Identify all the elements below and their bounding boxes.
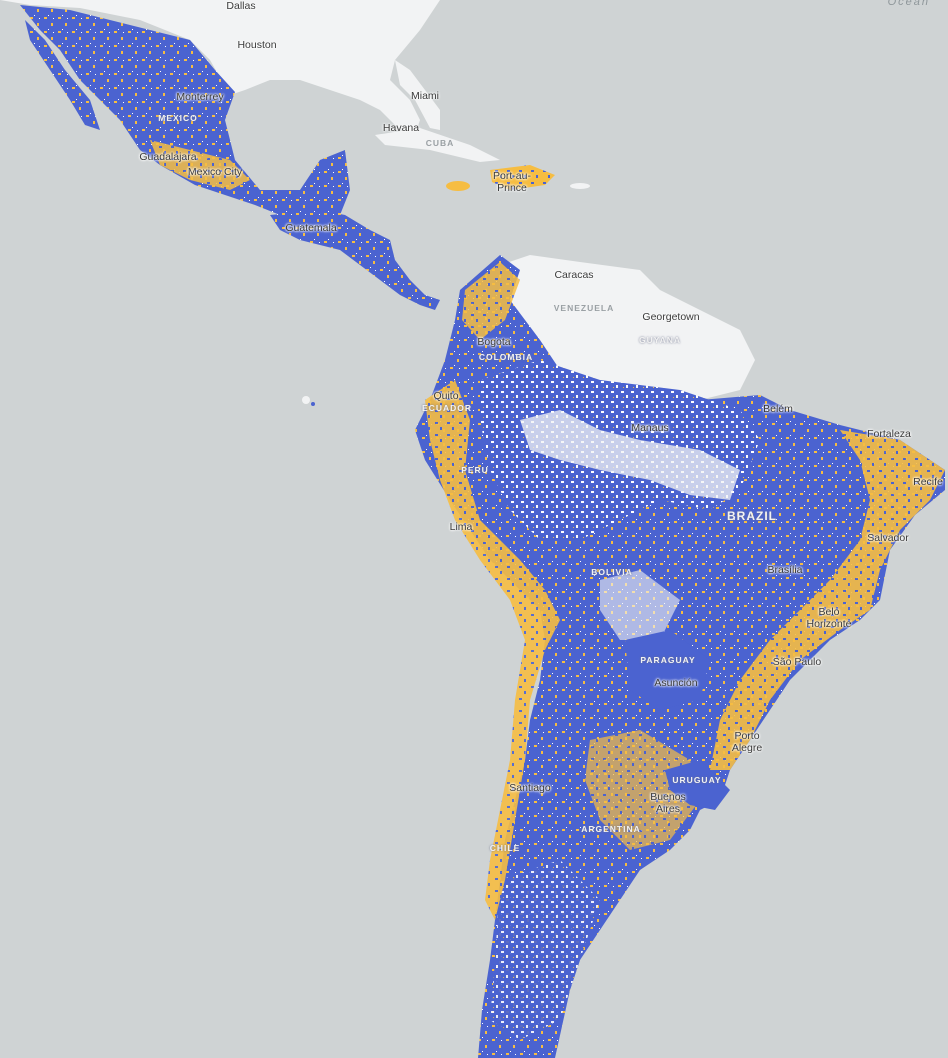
florida — [395, 60, 440, 130]
country-label-venezuela: VENEZUELA — [553, 303, 615, 313]
country-label-chile: CHILE — [489, 843, 521, 853]
andes-yellow — [425, 380, 560, 920]
city-label-fortaleza: Fortaleza — [867, 428, 911, 440]
city-label-recife: Recife — [913, 476, 943, 488]
country-label-colombia: COLOMBIA — [478, 352, 534, 362]
city-label-miami: Miami — [411, 90, 439, 102]
city-label-guadalajara: Guadalajara — [139, 151, 197, 163]
city-label-georgetown: Georgetown — [642, 311, 700, 323]
city-label-asuncion: Asunción — [654, 677, 698, 689]
colombia-yellow — [462, 262, 520, 340]
country-label-bolivia: BOLIVIA — [591, 567, 633, 577]
country-label-ecuador: ECUADOR — [422, 403, 472, 413]
amazon-white-2 — [520, 410, 740, 500]
city-label-santiago: Santiago — [509, 782, 551, 794]
country-label-paraguay: PARAGUAY — [640, 655, 696, 665]
ocean-label: Ocean — [887, 0, 930, 8]
patagonia-white — [490, 860, 600, 1040]
mexico-yellow — [150, 140, 250, 190]
city-label-manaus: Manaus — [631, 422, 669, 434]
city-label-sao-paulo: São Paulo — [772, 656, 822, 668]
city-label-port-au-prince: Port-au- Prince — [493, 170, 531, 194]
country-label-argentina: ARGENTINA — [581, 824, 641, 834]
jamaica — [446, 181, 470, 191]
city-label-quito: Quito — [433, 390, 459, 402]
city-label-buenos-aires: Buenos Aires — [650, 791, 686, 815]
country-label-mexico: MEXICO — [158, 113, 198, 123]
city-label-belo-horizonte: Belo Horizonte — [806, 606, 852, 630]
venezuela-guianas-land — [500, 255, 755, 400]
city-label-lima: Lima — [449, 521, 473, 533]
brazil-coast-yellow — [710, 430, 945, 770]
city-label-monterrey: Monterrey — [176, 91, 224, 103]
country-label-brazil: BRAZIL — [727, 509, 777, 523]
chaco-white — [600, 570, 680, 640]
north-america-land — [0, 0, 440, 135]
city-label-porto-alegre: Porto Alegre — [731, 730, 763, 754]
hispaniola — [490, 165, 555, 190]
city-label-dallas: Dallas — [226, 0, 256, 12]
city-label-mexico-city: Mexico City — [187, 166, 243, 178]
country-label-peru: PERU — [461, 465, 489, 475]
city-label-salvador: Salvador — [867, 532, 909, 544]
city-label-bogota: Bogota — [477, 336, 511, 348]
pampas-yellow — [585, 730, 700, 850]
central-america — [270, 210, 440, 310]
puerto-rico — [570, 183, 590, 189]
city-label-caracas: Caracas — [554, 269, 594, 281]
paraguay-blue — [625, 630, 710, 710]
country-label-guyana: GUYANA — [638, 335, 682, 345]
galapagos — [302, 396, 310, 404]
city-label-houston: Houston — [237, 39, 277, 51]
city-label-guatemala: Guatemala — [285, 222, 337, 234]
cuba-land — [375, 128, 500, 162]
uruguay-blue — [665, 760, 730, 810]
mexico-coverage — [20, 5, 350, 225]
baja — [25, 20, 100, 130]
country-label-uruguay: URUGUAY — [672, 775, 722, 785]
country-label-cuba: CUBA — [425, 138, 455, 148]
city-label-brasilia: Brasília — [767, 564, 803, 576]
city-label-belem: Belém — [763, 403, 793, 415]
city-label-havana: Havana — [382, 122, 420, 134]
